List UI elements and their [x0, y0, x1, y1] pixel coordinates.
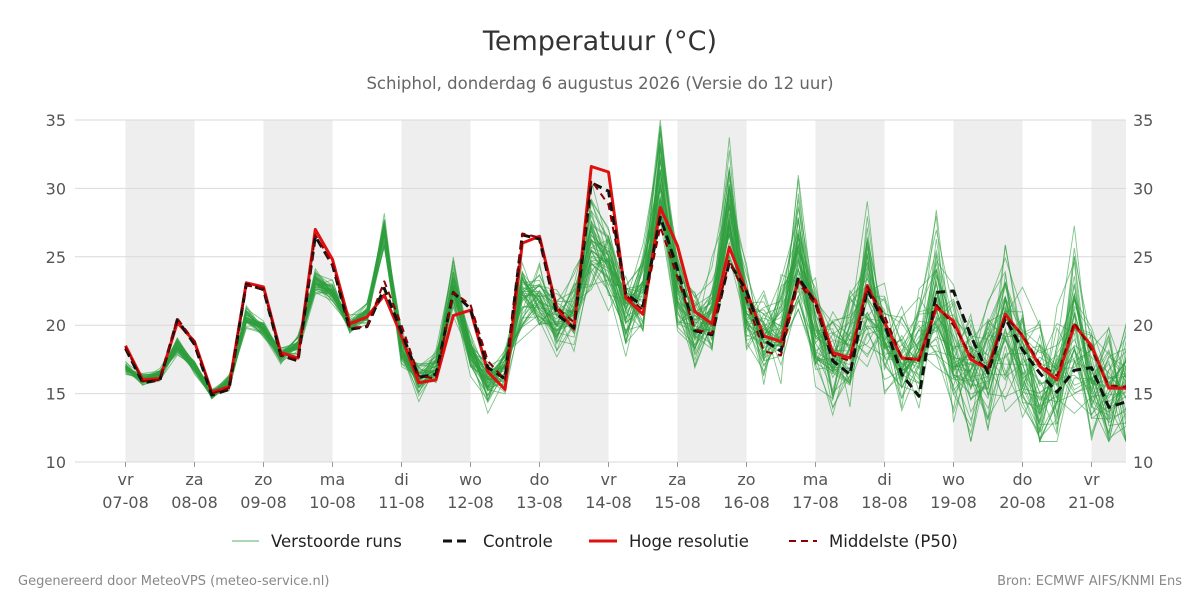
hires-line: [124, 165, 1126, 394]
x-tick-day: zo: [254, 470, 272, 489]
chart-subtitle: Schiphol, donderdag 6 augustus 2026 (Ver…: [366, 74, 833, 93]
legend-median-label: Middelste (P50): [829, 532, 958, 551]
legend: Verstoorde runs Controle Hoge resolutie …: [232, 532, 958, 551]
median-line: [124, 179, 1126, 395]
legend-control-label: Controle: [483, 532, 553, 551]
y-tick-label-left: 30: [46, 179, 66, 198]
x-tick-date: 13-08: [516, 493, 563, 512]
footer-right: Bron: ECMWF AIFS/KNMI Ens: [997, 574, 1182, 589]
y-tick-label-right: 35: [1133, 111, 1153, 130]
y-tick-label-right: 15: [1133, 385, 1153, 404]
y-tick-label-left: 35: [46, 111, 66, 130]
ensemble-member-line: [125, 150, 1126, 441]
y-tick-label-left: 25: [46, 248, 66, 267]
y-tick-label-right: 30: [1133, 179, 1153, 198]
day-band: [125, 120, 195, 462]
x-axis: vr 07-08 za 08-08 zo 09-08 ma 10-08 di 11-08 wo 12-…: [102, 462, 1115, 512]
x-tick-date: 12-08: [447, 493, 494, 512]
x-tick-day: wo: [942, 470, 965, 489]
y-tick-label-left: 20: [46, 316, 66, 335]
day-band: [401, 120, 471, 462]
main-series: [124, 165, 1126, 409]
x-tick-date: 07-08: [102, 493, 149, 512]
x-tick-date: 11-08: [378, 493, 425, 512]
x-tick-date: 16-08: [723, 493, 770, 512]
x-tick-day: ma: [320, 470, 345, 489]
x-tick-date: 18-08: [861, 493, 908, 512]
x-tick-date: 08-08: [171, 493, 218, 512]
y-tick-label-right: 10: [1133, 453, 1153, 472]
x-tick-date: 15-08: [654, 493, 701, 512]
x-tick-date: 20-08: [999, 493, 1046, 512]
x-tick-day: vr: [600, 470, 616, 489]
x-tick-day: zo: [737, 470, 755, 489]
x-tick-date: 09-08: [240, 493, 287, 512]
chart-title: Temperatuur (°C): [482, 26, 717, 57]
x-tick-date: 10-08: [309, 493, 356, 512]
y-tick-label-right: 20: [1133, 316, 1153, 335]
ensemble-member-line: [125, 171, 1126, 421]
x-tick-day: za: [668, 470, 686, 489]
y-axis-right: 10 15 20 25 30 35: [1133, 111, 1153, 472]
x-tick-date: 21-08: [1068, 493, 1115, 512]
ensemble-member-line: [125, 200, 1126, 439]
legend-hires-label: Hoge resolutie: [629, 532, 749, 551]
x-tick-day: do: [530, 470, 550, 489]
ensemble-member-line: [125, 199, 1126, 436]
control-line: [124, 181, 1126, 409]
footer-left: Gegenereerd door MeteoVPS (meteo-service…: [18, 574, 329, 589]
x-tick-date: 17-08: [792, 493, 839, 512]
x-tick-date: 14-08: [585, 493, 632, 512]
x-tick-day: di: [394, 470, 409, 489]
x-tick-date: 19-08: [930, 493, 977, 512]
y-tick-label-left: 10: [46, 453, 66, 472]
ensemble-member-line: [125, 143, 1126, 440]
x-tick-day: za: [185, 470, 203, 489]
y-axis-left: 10 15 20 25 30 35: [46, 111, 66, 472]
legend-ensemble-label: Verstoorde runs: [271, 532, 402, 551]
x-tick-day: ma: [803, 470, 828, 489]
x-tick-day: di: [877, 470, 892, 489]
x-tick-day: wo: [459, 470, 482, 489]
x-tick-day: do: [1013, 470, 1033, 489]
y-tick-label-left: 15: [46, 385, 66, 404]
x-tick-day: vr: [117, 470, 133, 489]
x-tick-day: vr: [1083, 470, 1099, 489]
y-tick-label-right: 25: [1133, 248, 1153, 267]
